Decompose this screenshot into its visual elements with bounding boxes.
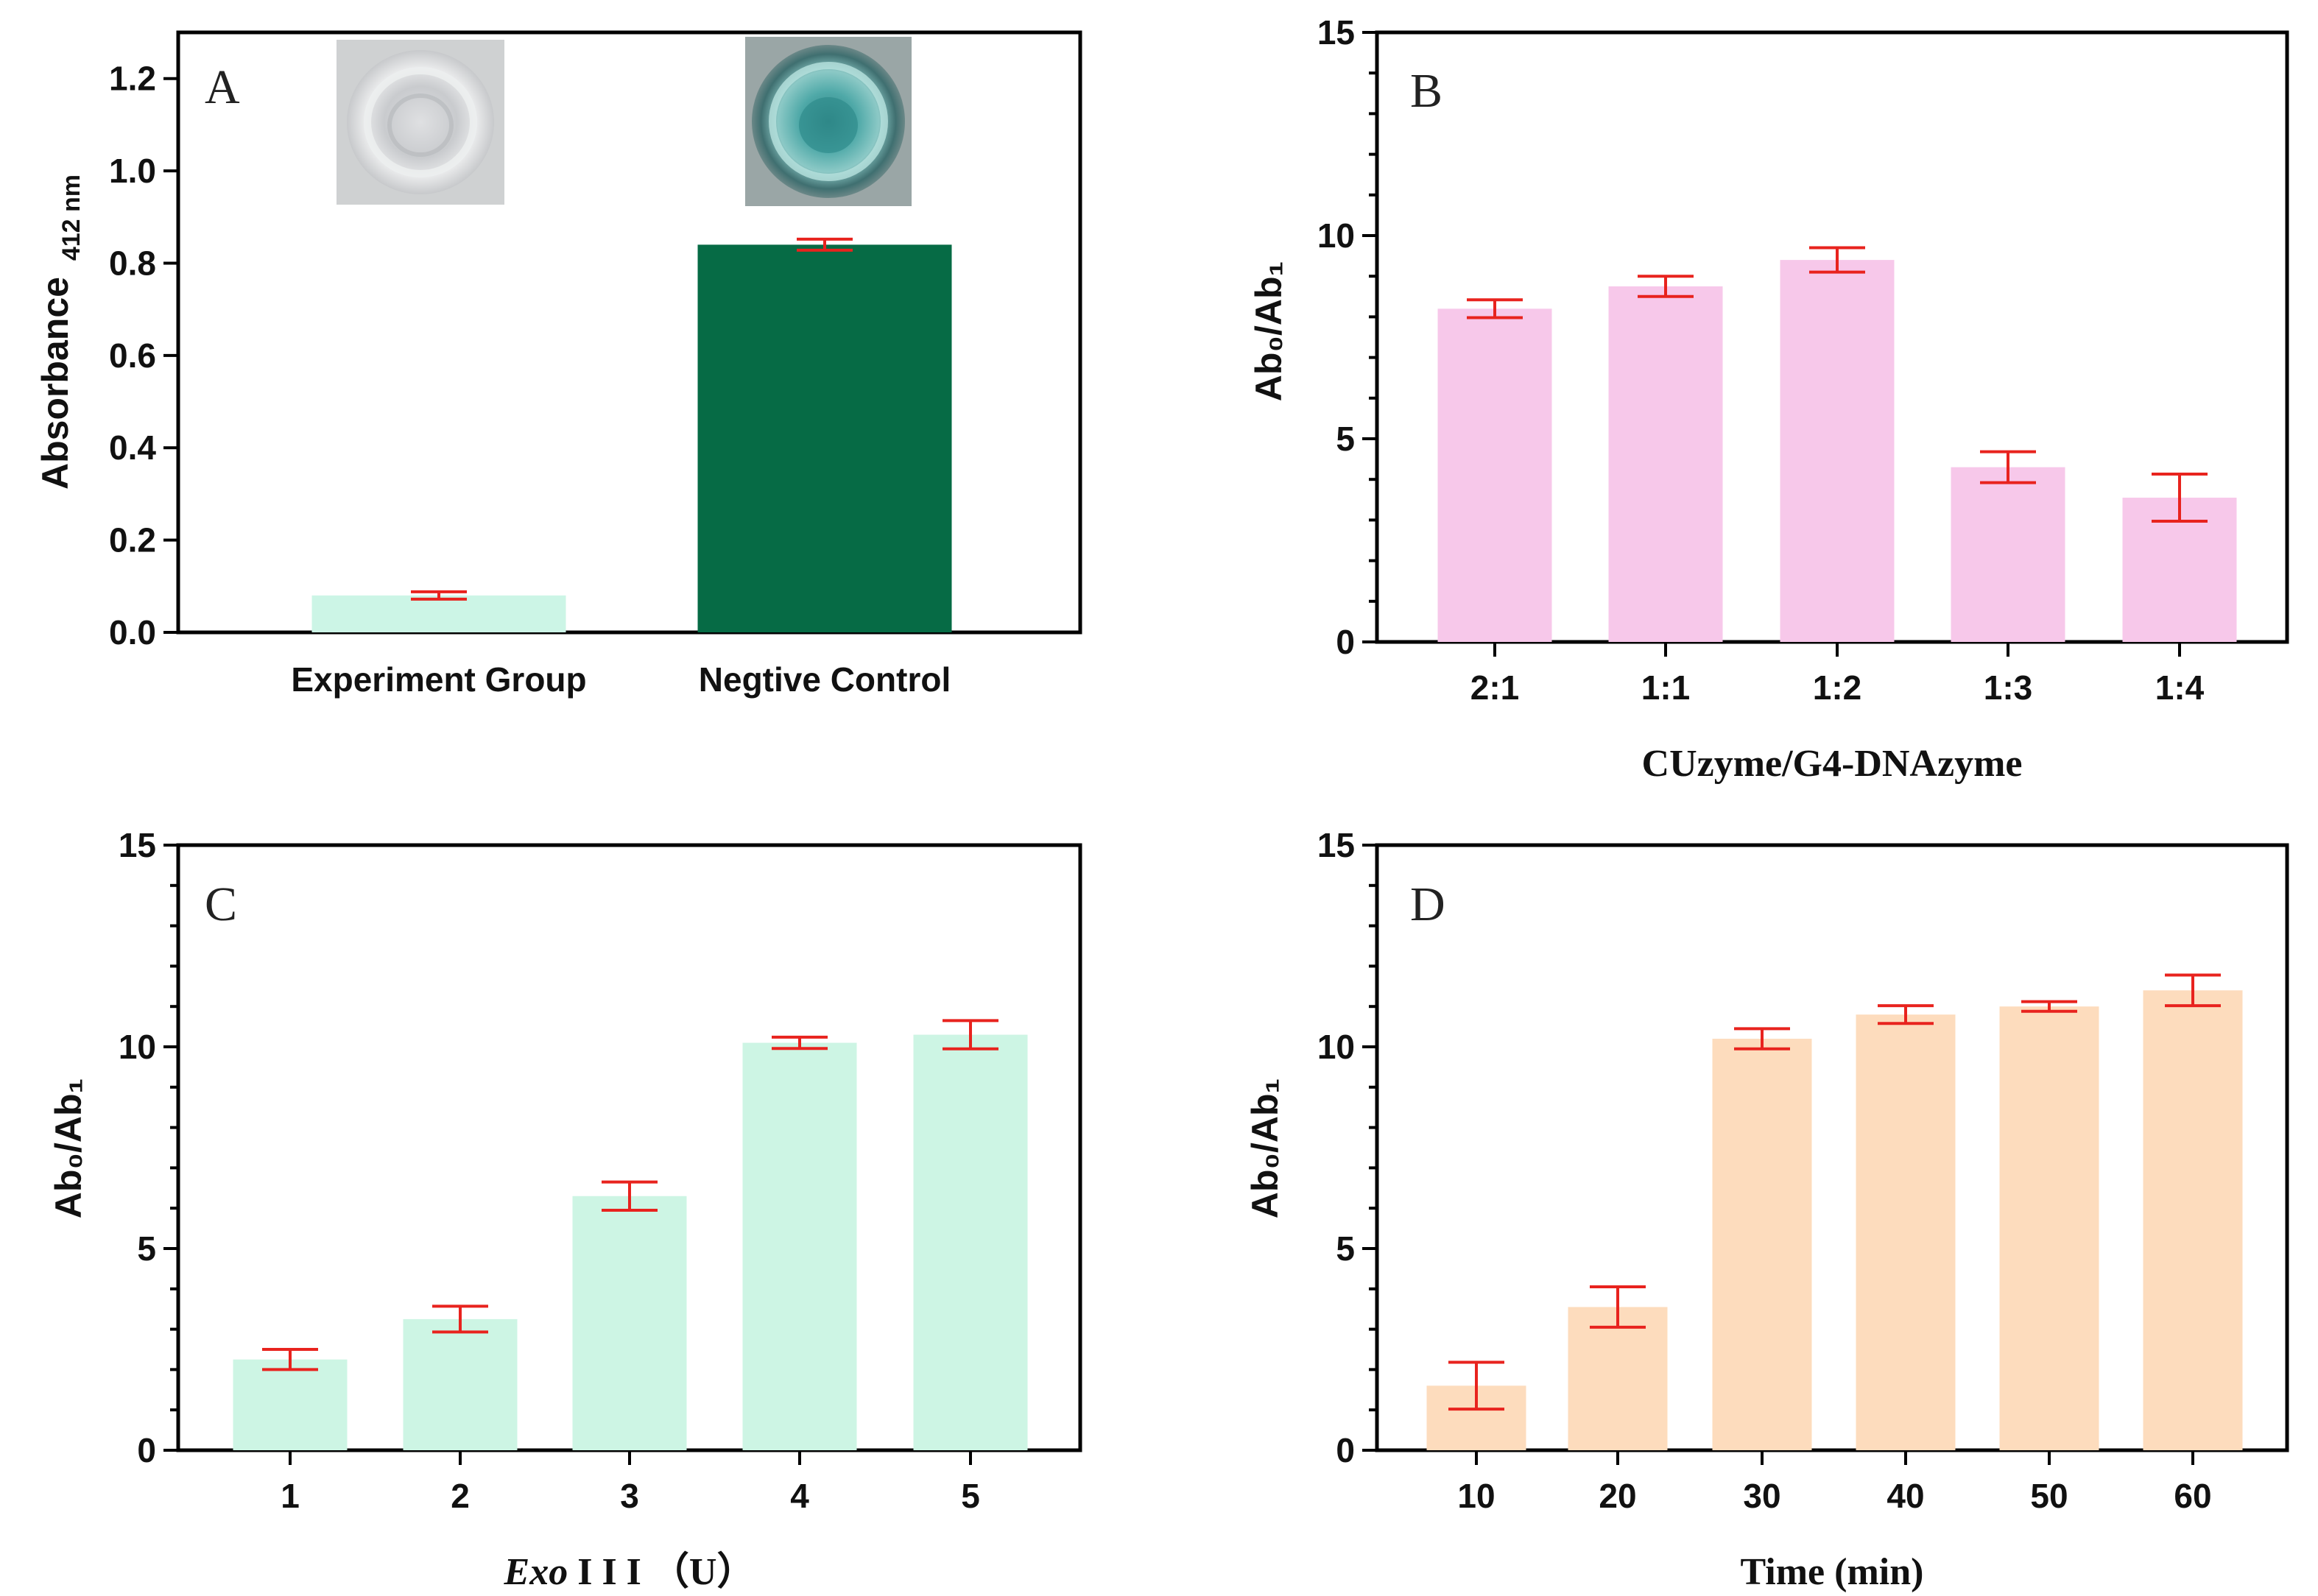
panel-c-x-axis-title: Exo I I I （U） xyxy=(504,1550,755,1593)
panel-b-x-tick-label: 1:3 xyxy=(1984,668,2032,707)
panel-b-x-tick-label: 1:4 xyxy=(2155,668,2205,707)
panel-d-x-tick-label: 50 xyxy=(2030,1477,2068,1515)
panel-b: B 0 5 10 15 2:1 1:1 1:2 1:3 1:4 Ab₀/Ab₁ CUzyme/… xyxy=(1248,13,2289,785)
panel-b-error-bar xyxy=(1809,246,1865,274)
panel-d-bar xyxy=(2143,990,2243,1450)
panel-a-error-bar xyxy=(797,237,853,252)
panel-d-y-tick-label: 15 xyxy=(1317,826,1355,864)
panel-b-x-axis-title: CUzyme/G4-DNAzyme xyxy=(1642,743,2023,785)
panel-b-y-axis-title: Ab₀/Ab₁ xyxy=(1248,261,1289,401)
panel-d-x-axis-title: Time (min) xyxy=(1741,1551,1924,1593)
panel-b-error-bar xyxy=(1467,298,1523,319)
panel-c-label: C xyxy=(205,878,237,931)
panel-b-bar xyxy=(1437,308,1552,642)
panel-d-x-tick-label: 40 xyxy=(1887,1477,1924,1515)
panel-a-x-tick-label: Negtive Control xyxy=(699,660,951,699)
panel-c-x-tick-label: 5 xyxy=(961,1477,980,1515)
panel-c-y-tick-label: 5 xyxy=(137,1229,156,1268)
panel-c-bar xyxy=(572,1196,687,1450)
panel-c: C 0 5 10 15 1 2 3 4 5 Ab₀/Ab₁ Exo I I I （U） xyxy=(48,826,1082,1593)
panel-c-y-axis-title: Ab₀/Ab₁ xyxy=(48,1078,89,1218)
panel-b-x-tick-label: 1:2 xyxy=(1813,668,1861,707)
panel-b-y-tick-label: 15 xyxy=(1317,13,1355,52)
panel-c-x-tick-label: 2 xyxy=(451,1477,470,1515)
panel-b-bar xyxy=(1608,286,1723,642)
panel-d-y-axis-title: Ab₀/Ab₁ xyxy=(1244,1078,1286,1218)
panel-a-bar xyxy=(311,595,566,632)
panel-b-y-tick-label: 5 xyxy=(1336,420,1355,458)
panel-b-error-bar xyxy=(1980,450,2036,484)
panel-d-label: D xyxy=(1410,878,1445,931)
panel-a-error-bar xyxy=(411,590,467,601)
panel-d-error-bar xyxy=(2165,973,2221,1008)
panel-d-x-tick-label: 30 xyxy=(1743,1477,1780,1515)
panel-b-y-tick-label: 0 xyxy=(1336,623,1355,661)
panel-a-y-tick-label: 1.0 xyxy=(109,152,156,190)
panel-d: D 0 5 10 15 10 20 30 40 50 60 Ab₀/Ab₁ Time (min) xyxy=(1244,826,2289,1593)
panel-d-frame xyxy=(1375,843,2289,1452)
panel-c-x-tick-label: 4 xyxy=(790,1477,809,1515)
panel-a-y-tick-label: 1.2 xyxy=(109,60,156,98)
panel-b-error-bar xyxy=(2152,473,2208,523)
panel-a-x-tick-label: Experiment Group xyxy=(291,660,586,699)
panel-d-error-bar xyxy=(1734,1027,1790,1051)
panel-c-y-tick-label: 10 xyxy=(119,1028,156,1066)
panel-c-y-tick-label: 15 xyxy=(119,826,156,864)
panel-c-error-bar xyxy=(262,1348,318,1371)
panel-d-bar xyxy=(1568,1307,1668,1450)
panel-d-bar xyxy=(1999,1006,2099,1450)
panel-a-y-tick-label: 0.4 xyxy=(109,428,156,467)
panel-a-y-tick-label: 0.8 xyxy=(109,244,156,282)
panel-c-bar xyxy=(742,1042,857,1450)
panel-c-error-bar xyxy=(772,1035,828,1051)
panel-a-bar xyxy=(697,244,952,632)
panel-b-label: B xyxy=(1410,64,1442,118)
panel-d-y-tick-label: 5 xyxy=(1336,1229,1355,1268)
panel-c-bar xyxy=(233,1359,348,1450)
panel-c-bar xyxy=(403,1318,518,1450)
panel-d-error-bar xyxy=(1878,1004,1934,1025)
panel-d-error-bar xyxy=(1590,1285,1646,1329)
panel-d-bar xyxy=(1712,1039,1812,1450)
panel-a: A 0.0 0.2 0.4 0.6 0.8 1.0 1.2 Experiment Group… xyxy=(35,30,1082,699)
panel-c-bar xyxy=(913,1034,1028,1450)
panel-d-bar xyxy=(1856,1014,1956,1450)
panel-a-frame xyxy=(176,30,1082,635)
panel-d-x-tick-label: 10 xyxy=(1457,1477,1495,1515)
panel-a-y-tick-label: 0.0 xyxy=(109,613,156,652)
negative-control-vial-photo xyxy=(745,37,912,206)
panel-d-x-tick-label: 20 xyxy=(1599,1477,1636,1515)
panel-b-x-tick-label: 1:1 xyxy=(1641,668,1690,707)
panel-c-error-bar xyxy=(602,1180,658,1212)
panel-a-y-tick-label: 0.6 xyxy=(109,336,156,375)
panel-d-y-tick-label: 0 xyxy=(1336,1431,1355,1469)
panel-c-error-bar xyxy=(943,1019,998,1051)
panel-c-x-tick-label: 1 xyxy=(281,1477,300,1515)
panel-b-bar xyxy=(1780,260,1895,642)
experiment-group-vial-photo xyxy=(337,40,504,205)
panel-d-y-tick-label: 10 xyxy=(1317,1028,1355,1066)
panel-a-y-axis-title: Absorbance 412 nm xyxy=(35,174,85,490)
panel-d-x-tick-label: 60 xyxy=(2174,1477,2211,1515)
panel-d-error-bar xyxy=(1448,1360,1504,1411)
panel-b-y-tick-label: 10 xyxy=(1317,216,1355,255)
panel-b-bar xyxy=(1951,467,2065,642)
panel-c-x-tick-label: 3 xyxy=(620,1477,639,1515)
panel-c-y-tick-label: 0 xyxy=(137,1431,156,1469)
panel-a-y-tick-label: 0.2 xyxy=(109,521,156,559)
panel-b-error-bar xyxy=(1638,275,1694,298)
panel-a-label: A xyxy=(205,60,240,114)
panel-d-error-bar xyxy=(2021,1000,2077,1013)
panel-b-x-tick-label: 2:1 xyxy=(1470,668,1519,707)
panel-c-error-bar xyxy=(432,1304,488,1334)
